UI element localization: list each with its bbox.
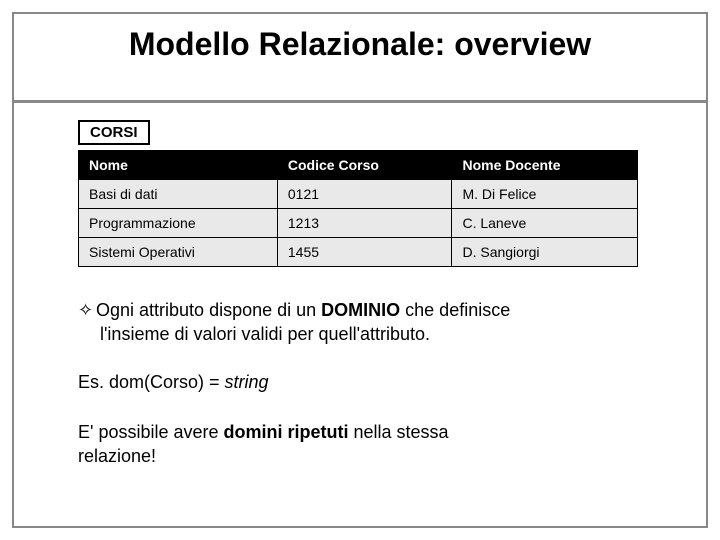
text: l'insieme di valori validi: [100, 324, 283, 344]
text: Es. dom(Corso) =: [78, 372, 225, 392]
table-row: Sistemi Operativi 1455 D. Sangiorgi: [79, 238, 638, 267]
text-line2: l'insieme di valori validi per quell'att…: [78, 322, 660, 346]
cell: 0121: [277, 180, 452, 209]
text: per quell'attributo.: [283, 324, 431, 344]
table-row: Programmazione 1213 C. Laneve: [79, 209, 638, 238]
cell: C. Laneve: [452, 209, 638, 238]
text: relazione!: [78, 446, 156, 466]
paragraph-2: Es. dom(Corso) = string: [78, 370, 660, 394]
cell: Sistemi Operativi: [79, 238, 278, 267]
text-italic: string: [225, 372, 269, 392]
table-row: Basi di dati 0121 M. Di Felice: [79, 180, 638, 209]
col-header: Nome Docente: [452, 151, 638, 180]
col-header: Nome: [79, 151, 278, 180]
text: Ogni attributo dispone di un: [96, 300, 321, 320]
title-divider: [14, 100, 706, 103]
text-bold: domini ripetuti: [224, 422, 349, 442]
text: nella stessa: [349, 422, 449, 442]
slide-title: Modello Relazionale: overview: [0, 26, 720, 63]
bullet-icon: ✧: [78, 298, 96, 322]
cell: M. Di Felice: [452, 180, 638, 209]
text: E' possibile avere: [78, 422, 224, 442]
cell: Basi di dati: [79, 180, 278, 209]
table-label: CORSI: [78, 120, 150, 145]
text-bold: DOMINIO: [321, 300, 400, 320]
paragraph-3: E' possibile avere domini ripetuti nella…: [78, 420, 660, 469]
paragraph-1: ✧Ogni attributo dispone di un DOMINIO ch…: [78, 298, 660, 347]
cell: 1455: [277, 238, 452, 267]
text: che definisce: [400, 300, 510, 320]
cell: D. Sangiorgi: [452, 238, 638, 267]
table-header-row: Nome Codice Corso Nome Docente: [79, 151, 638, 180]
corsi-table: Nome Codice Corso Nome Docente Basi di d…: [78, 150, 638, 267]
cell: 1213: [277, 209, 452, 238]
col-header: Codice Corso: [277, 151, 452, 180]
cell: Programmazione: [79, 209, 278, 238]
